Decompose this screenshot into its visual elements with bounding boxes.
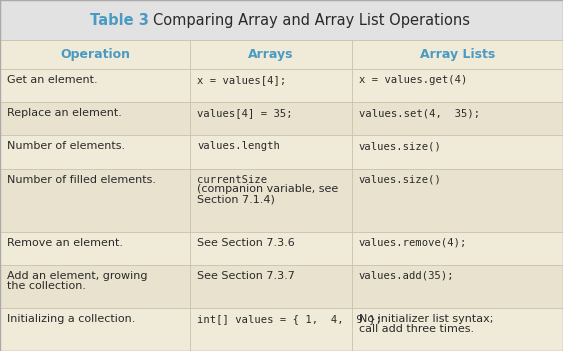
- Text: currentSize: currentSize: [197, 174, 267, 185]
- Bar: [352, 69, 563, 102]
- Text: values.size(): values.size(): [359, 141, 441, 151]
- Bar: [190, 40, 352, 69]
- Bar: [0, 308, 190, 351]
- Bar: [352, 232, 563, 265]
- Text: Number of elements.: Number of elements.: [7, 141, 125, 151]
- Text: x = values.get(4): x = values.get(4): [359, 75, 467, 85]
- Bar: [352, 265, 563, 308]
- Bar: [190, 308, 352, 351]
- Text: call add three times.: call add three times.: [359, 324, 473, 334]
- Text: Get an element.: Get an element.: [7, 75, 97, 85]
- Bar: [352, 102, 563, 135]
- Bar: [190, 168, 352, 232]
- Bar: [190, 135, 352, 168]
- Bar: [352, 308, 563, 351]
- Text: Operation: Operation: [60, 48, 130, 61]
- Bar: [0, 168, 190, 232]
- Text: Add an element, growing: Add an element, growing: [7, 271, 148, 281]
- Text: See Section 7.3.6: See Section 7.3.6: [197, 238, 295, 247]
- Text: Remove an element.: Remove an element.: [7, 238, 123, 247]
- Bar: [190, 102, 352, 135]
- Text: (companion variable, see: (companion variable, see: [197, 184, 338, 194]
- Text: x = values[4];: x = values[4];: [197, 75, 287, 85]
- Bar: [0, 69, 190, 102]
- Bar: [0, 135, 190, 168]
- Text: values[4] = 35;: values[4] = 35;: [197, 108, 293, 118]
- Bar: [0, 232, 190, 265]
- Text: int[] values = { 1,  4,  9 };: int[] values = { 1, 4, 9 };: [197, 314, 382, 324]
- Bar: [0, 102, 190, 135]
- Text: values.remove(4);: values.remove(4);: [359, 238, 467, 247]
- Text: Array Lists: Array Lists: [420, 48, 495, 61]
- Text: Section 7.1.4): Section 7.1.4): [197, 194, 275, 204]
- Bar: [0, 40, 190, 69]
- Bar: [352, 135, 563, 168]
- Bar: [0, 265, 190, 308]
- Text: values.size(): values.size(): [359, 174, 441, 185]
- Bar: [190, 232, 352, 265]
- Text: values.length: values.length: [197, 141, 280, 151]
- Text: values.set(4,  35);: values.set(4, 35);: [359, 108, 480, 118]
- Text: Number of filled elements.: Number of filled elements.: [7, 174, 156, 185]
- Text: Comparing Array and Array List Operations: Comparing Array and Array List Operation…: [153, 13, 470, 28]
- Bar: [190, 265, 352, 308]
- Text: See Section 7.3.7: See Section 7.3.7: [197, 271, 295, 281]
- Text: Table 3: Table 3: [90, 13, 149, 28]
- Text: Initializing a collection.: Initializing a collection.: [7, 314, 135, 324]
- Text: Arrays: Arrays: [248, 48, 294, 61]
- Text: the collection.: the collection.: [7, 280, 86, 291]
- Bar: [352, 40, 563, 69]
- Bar: [190, 69, 352, 102]
- Bar: [0, 0, 563, 40]
- Text: values.add(35);: values.add(35);: [359, 271, 454, 281]
- Bar: [352, 168, 563, 232]
- Text: No initializer list syntax;: No initializer list syntax;: [359, 314, 493, 324]
- Text: Replace an element.: Replace an element.: [7, 108, 122, 118]
